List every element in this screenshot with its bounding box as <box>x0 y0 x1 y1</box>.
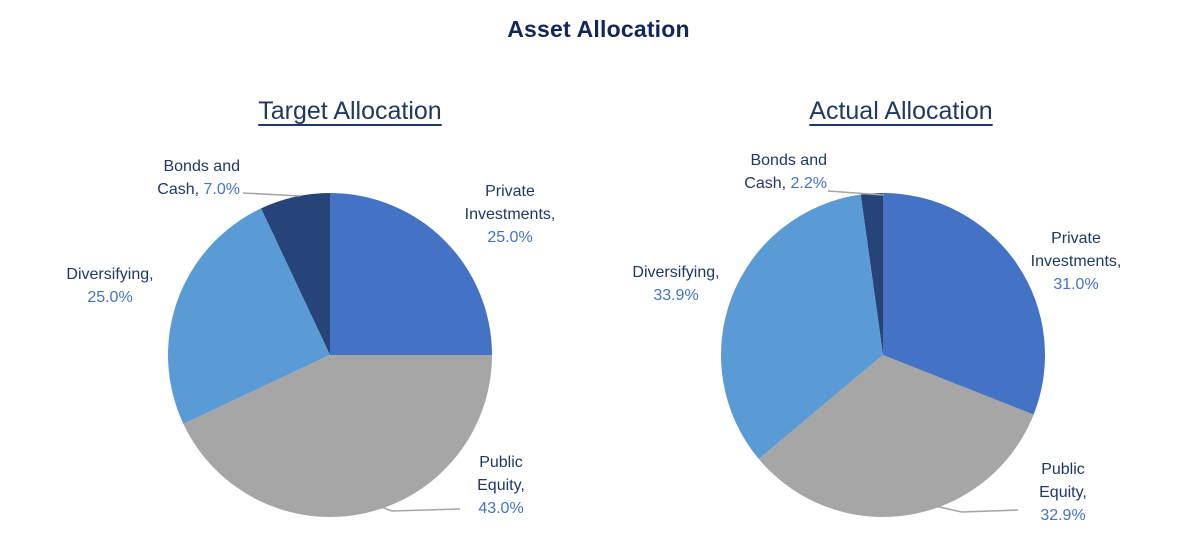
percent-value: 25.0% <box>87 289 133 306</box>
label-diversifying: Diversifying, 25.0% <box>30 263 190 309</box>
actual-allocation-pie <box>721 190 1045 517</box>
target-allocation-pie <box>168 192 493 517</box>
pie-slice-public-equity <box>758 355 1034 517</box>
pie-slice-diversifying <box>721 194 883 460</box>
pie-slice-public-equity <box>183 355 493 517</box>
percent-value: 31.0% <box>1053 276 1099 293</box>
percent-value: 33.9% <box>653 287 699 304</box>
label-diversifying: Diversifying, 33.9% <box>596 261 756 307</box>
pie-slice-private-investments <box>330 193 492 355</box>
chart-panel-target-allocation: Target Allocation Bonds and Cash, 7.0% P… <box>0 85 598 556</box>
leader-line-public-equity <box>929 504 1019 513</box>
chart-subtitle-actual: Actual Allocation <box>809 97 993 125</box>
percent-value: 25.0% <box>487 229 533 246</box>
label-public-equity: Public Equity, 43.0% <box>421 451 581 520</box>
label-bonds-and-cash: Bonds and Cash, 2.2% <box>744 152 827 192</box>
pie-slice-bonds-and-cash <box>261 193 330 355</box>
label-public-equity: Public Equity, 32.9% <box>983 458 1143 527</box>
pie-slice-private-investments <box>883 193 1045 415</box>
label-private-investments: Private Investments, 25.0% <box>430 180 590 249</box>
pie-slice-bonds-and-cash <box>860 193 883 355</box>
label-bonds-and-cash: Bonds and Cash, 7.0% <box>157 158 240 198</box>
page-title: Asset Allocation <box>507 16 690 42</box>
chart-subtitle-target: Target Allocation <box>258 97 442 125</box>
percent-value: 32.9% <box>1040 507 1086 524</box>
percent-value: 2.2% <box>790 175 827 192</box>
percent-value: 43.0% <box>478 500 524 517</box>
chart-panel-actual-allocation: Actual Allocation Bonds and Cash, 2.2% P… <box>598 85 1197 556</box>
leader-line-bonds-cash <box>242 192 301 197</box>
percent-value: 7.0% <box>203 181 240 198</box>
pie-slice-diversifying <box>168 208 330 424</box>
leader-line-bonds-cash <box>827 190 885 196</box>
label-private-investments: Private Investments, 31.0% <box>996 227 1156 296</box>
leader-line-public-equity <box>359 498 461 512</box>
